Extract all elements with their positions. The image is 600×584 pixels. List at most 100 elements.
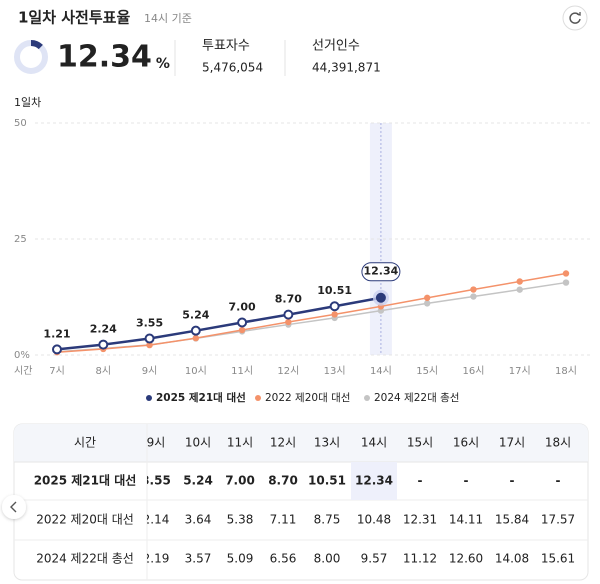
data-label: 5.24	[182, 309, 209, 322]
table-cell: 3.55	[141, 474, 171, 488]
table-cell: 14.11	[449, 513, 483, 527]
electors-label: 선거인수	[312, 39, 360, 54]
table-cell: 8.00	[314, 552, 341, 566]
voters-value: 5,476,054	[202, 61, 263, 75]
x-tick-label: 9시	[142, 365, 158, 377]
table-cell: -	[510, 474, 515, 488]
legend-label: 2022 제20대 대선	[265, 392, 350, 404]
x-tick-label: 18시	[555, 365, 577, 377]
legend: 2025 제21대 대선 2022 제20대 대선 2024 제22대 총선	[146, 391, 459, 404]
table-cell: 5.24	[183, 474, 213, 488]
point	[562, 270, 570, 277]
x-tick-label: 7시	[49, 365, 65, 377]
table-header: 11시	[227, 436, 253, 450]
point	[190, 325, 201, 336]
point	[423, 300, 431, 307]
table-cell: 10.51	[308, 474, 346, 488]
label-box	[361, 262, 401, 282]
row-label: 2025 제21대 대선	[34, 473, 137, 488]
subtitle: 14시 기준	[144, 12, 192, 25]
x-tick-label: 10시	[185, 365, 207, 377]
table-cell: 6.56	[270, 552, 297, 566]
table-header: 12시	[270, 436, 296, 450]
table-cell: 12.31	[403, 513, 437, 527]
table-header: 17시	[499, 436, 525, 450]
point	[98, 339, 109, 350]
y-tick-label: 25	[14, 234, 27, 245]
plot: 0% 25 50 7시 8시 9시 10시 11시 12시 13시 14시 15시 16시 17시 18시 1…	[14, 118, 590, 377]
table-header: 18시	[545, 436, 571, 450]
table-header: 10시	[185, 436, 211, 450]
table-cell: 5.38	[227, 513, 254, 527]
chart-title: 1일차	[14, 95, 41, 109]
legend-label: 2025 제21대 대선	[156, 391, 246, 404]
point	[516, 286, 523, 293]
table-cell: 2.14	[143, 513, 170, 527]
legend-marker	[146, 395, 152, 401]
table-cell: 8.75	[314, 513, 341, 527]
legend-label: 2024 제22대 총선	[374, 392, 459, 404]
table-cell: -	[556, 474, 561, 488]
table-cell: 9.57	[361, 552, 388, 566]
data-label: 8.70	[275, 293, 302, 306]
row-label: 2024 제22대 총선	[36, 552, 134, 566]
table-cell: 10.48	[357, 513, 391, 527]
point	[52, 344, 62, 355]
point	[192, 334, 200, 342]
data-label: 10.51	[317, 284, 352, 297]
voters-label: 투표자수	[202, 39, 250, 54]
x-tick-label: 8시	[95, 365, 111, 377]
title: 1일차 사전투표율	[18, 9, 130, 27]
x-tick-label: 11시	[231, 365, 253, 377]
point	[329, 301, 340, 312]
table-cell: 12.34	[355, 474, 393, 488]
data-label: 7.00	[229, 301, 256, 314]
data-label: 3.55	[136, 317, 163, 330]
data-label: 2.24	[90, 323, 117, 336]
data-label: 12.34	[364, 265, 399, 278]
table-header: 13시	[314, 436, 340, 450]
table-cell: 11.12	[403, 552, 437, 566]
x-tick-label: 14시	[370, 365, 392, 377]
scroll-left-button[interactable]	[2, 495, 26, 519]
electors-value: 44,391,871	[312, 61, 381, 75]
refresh-button[interactable]	[562, 5, 588, 31]
x-tick-label: 13시	[324, 365, 346, 377]
ring-progress	[14, 40, 48, 74]
y-tick-label: 0%	[14, 350, 30, 361]
point	[144, 333, 155, 344]
table-cell: 15.84	[495, 513, 529, 527]
table-header: 시간	[74, 436, 96, 450]
x-tick-label: 12시	[277, 365, 299, 377]
point	[562, 279, 570, 286]
point	[470, 286, 477, 293]
point	[238, 326, 246, 334]
table-cell: 14.08	[495, 552, 529, 566]
point	[237, 317, 248, 328]
table-cells: 9시 10시 11시 12시 13시 14시 15시 16시 17시 18시 3.55 5.24 7.0…	[141, 436, 575, 566]
y-tick-label: 50	[14, 118, 27, 129]
rate-unit: %	[156, 56, 170, 72]
table-cell: 3.57	[185, 552, 212, 566]
table-cell: 15.61	[541, 552, 575, 566]
series-line	[56, 272, 567, 353]
table-cell: 8.70	[268, 474, 298, 488]
table-cell: 3.64	[185, 513, 212, 527]
table-cell: 12.60	[449, 552, 483, 566]
x-tick-label: 17시	[509, 365, 531, 377]
legend-marker	[364, 395, 370, 401]
table-cell: -	[464, 474, 469, 488]
x-tick-label: 16시	[462, 365, 484, 377]
table-cell: -	[418, 474, 423, 488]
series-line	[56, 296, 382, 351]
rate: 12.34	[57, 40, 152, 75]
row-label: 2022 제20대 대선	[36, 513, 134, 527]
table: 시간 2025 제21대 대선 2022 제20대 대선 2024 제22대 총선	[34, 436, 137, 566]
point	[470, 293, 477, 300]
ring-track	[14, 40, 48, 74]
point	[375, 292, 386, 303]
point	[283, 309, 294, 320]
table-header: 14시	[361, 436, 387, 450]
table-header: 9시	[147, 436, 166, 450]
